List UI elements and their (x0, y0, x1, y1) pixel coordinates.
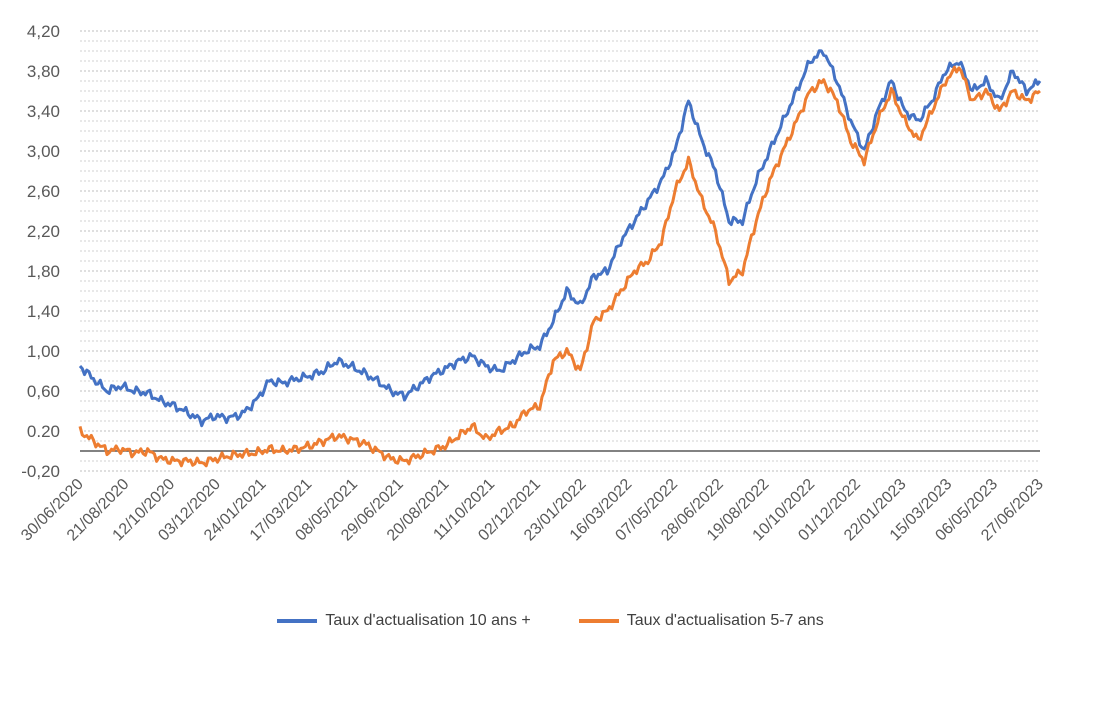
y-tick-label: 2,20 (27, 222, 60, 241)
legend-item-series-1: Taux d'actualisation 10 ans + (277, 612, 531, 630)
y-tick-label: 1,00 (27, 342, 60, 361)
y-tick-label: -0,20 (21, 462, 60, 481)
legend-label-series-1: Taux d'actualisation 10 ans + (325, 612, 531, 629)
legend-swatch-series-2 (578, 619, 619, 623)
legend-swatch-series-1 (277, 619, 318, 623)
y-axis-tick-labels: 4,20 3,80 3,40 3,00 2,60 2,20 1,80 1,40 1,00 0,60… (21, 22, 60, 481)
y-tick-label: 3,40 (27, 102, 60, 121)
y-tick-label: 3,00 (27, 142, 60, 161)
y-tick-label: 2,60 (27, 182, 60, 201)
series-lines (78, 49, 1042, 468)
legend-item-series-2: Taux d'actualisation 5-7 ans (578, 612, 824, 630)
series-line-2 (78, 65, 1041, 468)
legend-label-series-2: Taux d'actualisation 5-7 ans (626, 612, 824, 629)
y-tick-label: 3,80 (27, 62, 60, 81)
y-tick-label: 0,60 (27, 382, 60, 401)
y-tick-label: 1,80 (27, 262, 60, 281)
series-line-1 (78, 49, 1042, 428)
x-axis-tick-labels: 30/06/202021/08/202012/10/202003/12/2020… (18, 476, 1047, 545)
y-tick-label: 0.20 (27, 422, 60, 441)
y-tick-label: 4,20 (27, 22, 60, 41)
line-chart: 4,20 3,80 3,40 3,00 2,60 2,20 1,80 1,40 1,00 0,60… (18, 22, 1047, 545)
y-tick-label: 1,40 (27, 302, 60, 321)
chart-legend: Taux d'actualisation 10 ans + Taux d'act… (0, 612, 1101, 630)
